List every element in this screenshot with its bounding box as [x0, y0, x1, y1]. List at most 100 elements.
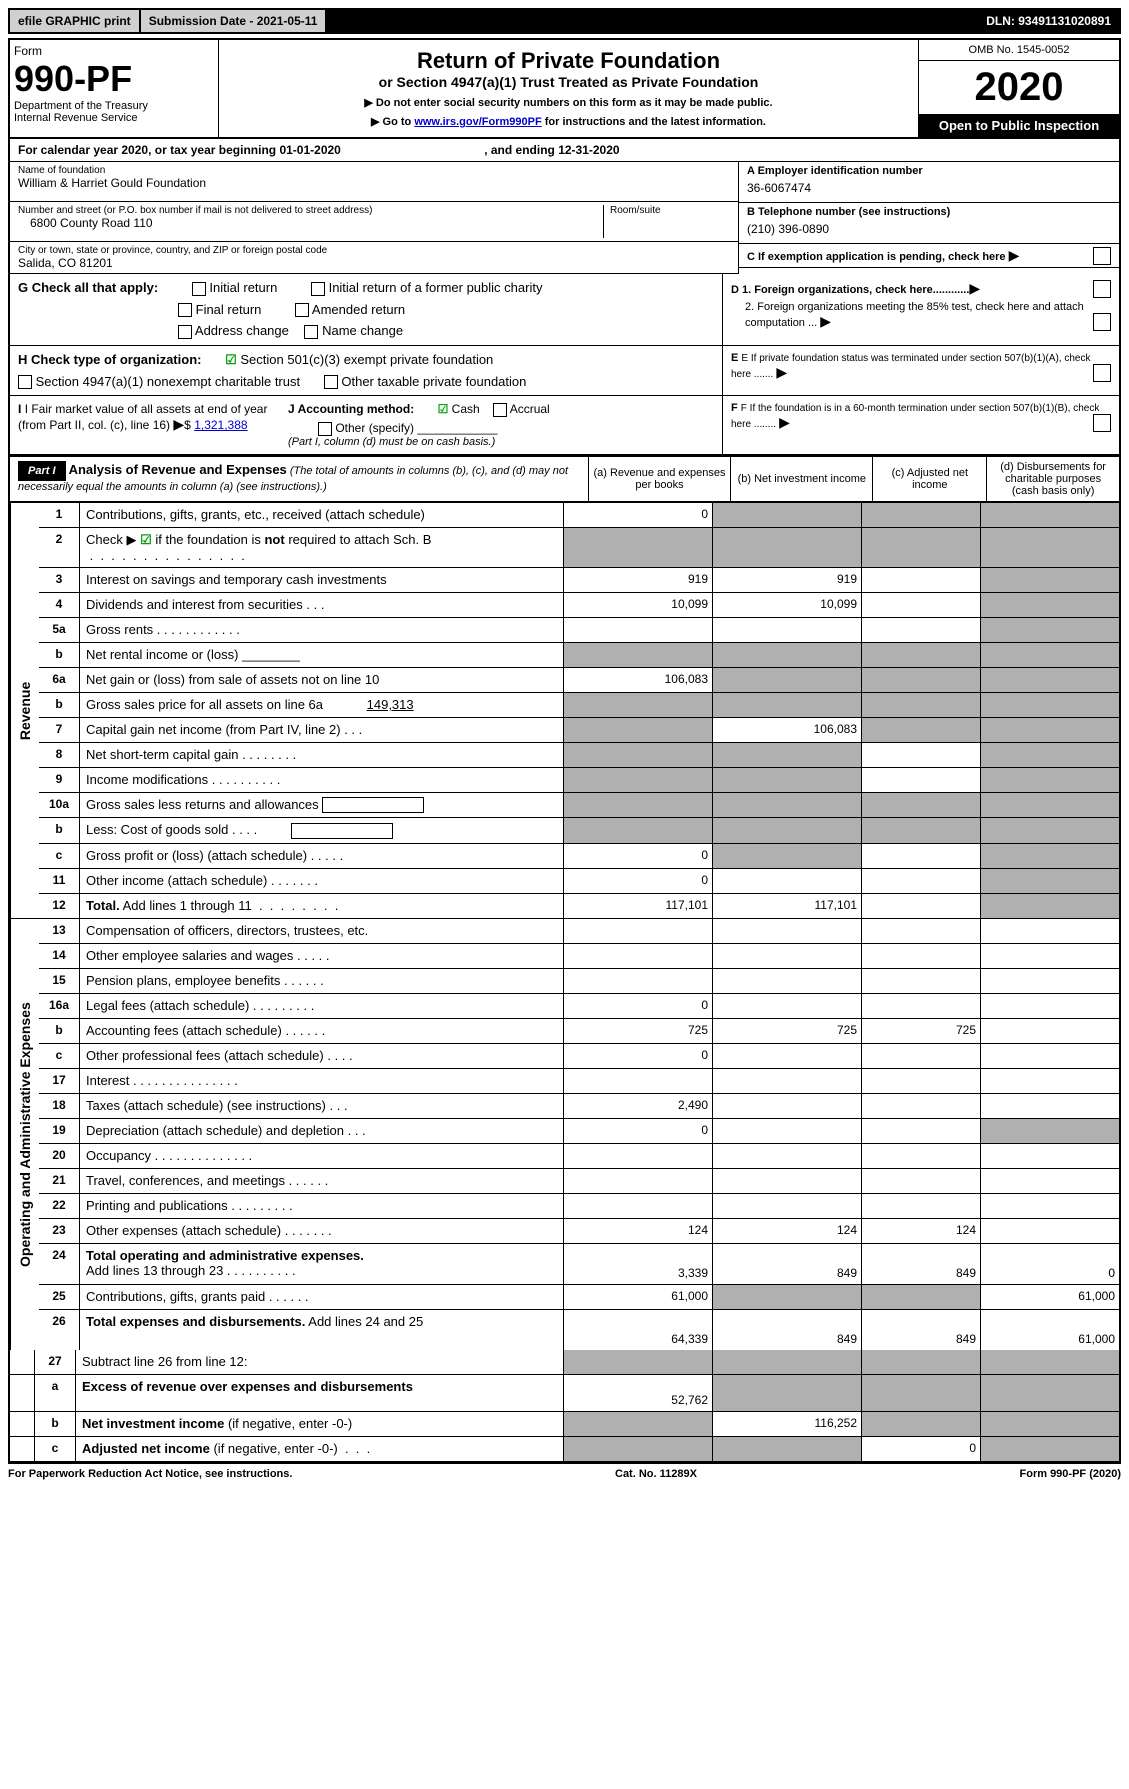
- row-27: 27Subtract line 26 from line 12:: [10, 1350, 1119, 1375]
- row-27b: bNet investment income (if negative, ent…: [10, 1412, 1119, 1437]
- row-21: 21Travel, conferences, and meetings . . …: [39, 1169, 1119, 1194]
- initial-former-checkbox[interactable]: [311, 282, 325, 296]
- header-left: Form 990-PF Department of the Treasury I…: [10, 40, 219, 137]
- line-27-section: 27Subtract line 26 from line 12: aExcess…: [8, 1350, 1121, 1463]
- form-number: 990-PF: [14, 58, 214, 100]
- info-left: Name of foundation William & Harriet Gou…: [10, 162, 739, 274]
- row-6a: 6aNet gain or (loss) from sale of assets…: [39, 668, 1119, 693]
- row-24: 24Total operating and administrative exp…: [39, 1244, 1119, 1285]
- instr-1: ▶ Do not enter social security numbers o…: [227, 96, 910, 109]
- footer-center: Cat. No. 11289X: [615, 1468, 697, 1480]
- info-right: A Employer identification number 36-6067…: [739, 162, 1119, 274]
- row-8: 8Net short-term capital gain . . . . . .…: [39, 743, 1119, 768]
- row-13: 13Compensation of officers, directors, t…: [39, 919, 1119, 944]
- col-a-header: (a) Revenue and expenses per books: [588, 457, 730, 501]
- col-d-header: (d) Disbursements for charitable purpose…: [986, 457, 1119, 501]
- address-cell: Number and street (or P.O. box number if…: [10, 202, 738, 242]
- row-20: 20Occupancy . . . . . . . . . . . . . .: [39, 1144, 1119, 1169]
- row-16c: cOther professional fees (attach schedul…: [39, 1044, 1119, 1069]
- expenses-section: Operating and Administrative Expenses 13…: [8, 918, 1121, 1350]
- form-subtitle: or Section 4947(a)(1) Trust Treated as P…: [227, 74, 910, 90]
- check-e-right: E E If private foundation status was ter…: [723, 346, 1119, 396]
- row-10a: 10aGross sales less returns and allowanc…: [39, 793, 1119, 819]
- row-25: 25Contributions, gifts, grants paid . . …: [39, 1285, 1119, 1310]
- row-19: 19Depreciation (attach schedule) and dep…: [39, 1119, 1119, 1144]
- check-h-left: H Check type of organization: ☑ Section …: [10, 346, 723, 396]
- f-checkbox[interactable]: [1093, 414, 1111, 432]
- top-bar: efile GRAPHIC print Submission Date - 20…: [8, 8, 1121, 34]
- row-16b: bAccounting fees (attach schedule) . . .…: [39, 1019, 1119, 1044]
- row-17: 17Interest . . . . . . . . . . . . . . .: [39, 1069, 1119, 1094]
- row-10c: cGross profit or (loss) (attach schedule…: [39, 844, 1119, 869]
- address-change-checkbox[interactable]: [178, 325, 192, 339]
- row-14: 14Other employee salaries and wages . . …: [39, 944, 1119, 969]
- form-label: Form: [14, 44, 214, 58]
- header-center: Return of Private Foundation or Section …: [219, 40, 918, 137]
- city-cell: City or town, state or province, country…: [10, 242, 738, 274]
- info-section: Name of foundation William & Harriet Gou…: [8, 162, 1121, 274]
- row-2: 2Check ▶ ☑ if the foundation is not requ…: [39, 528, 1119, 568]
- name-change-checkbox[interactable]: [304, 325, 318, 339]
- row-26: 26Total expenses and disbursements. Add …: [39, 1310, 1119, 1350]
- amended-checkbox[interactable]: [295, 303, 309, 317]
- row-6b: bGross sales price for all assets on lin…: [39, 693, 1119, 718]
- check-f-right: F F If the foundation is in a 60-month t…: [723, 396, 1119, 454]
- row-27c: cAdjusted net income (if negative, enter…: [10, 1437, 1119, 1461]
- col-b-header: (b) Net investment income: [730, 457, 872, 501]
- check-g-left: G Check all that apply: Initial return I…: [10, 274, 723, 345]
- submission-date: Submission Date - 2021-05-11: [141, 10, 328, 32]
- e-checkbox[interactable]: [1093, 364, 1111, 382]
- col-c-header: (c) Adjusted net income: [872, 457, 986, 501]
- row-9: 9Income modifications . . . . . . . . . …: [39, 768, 1119, 793]
- irs-label: Internal Revenue Service: [14, 112, 214, 124]
- omb-number: OMB No. 1545-0052: [919, 40, 1119, 61]
- row-10b: bLess: Cost of goods sold . . . .: [39, 818, 1119, 844]
- check-g-section: G Check all that apply: Initial return I…: [8, 274, 1121, 346]
- row-7: 7Capital gain net income (from Part IV, …: [39, 718, 1119, 743]
- row-11: 11Other income (attach schedule) . . . .…: [39, 869, 1119, 894]
- row-16a: 16aLegal fees (attach schedule) . . . . …: [39, 994, 1119, 1019]
- foundation-name-cell: Name of foundation William & Harriet Gou…: [10, 162, 738, 202]
- d1-checkbox[interactable]: [1093, 280, 1111, 298]
- final-checkbox[interactable]: [178, 303, 192, 317]
- row-18: 18Taxes (attach schedule) (see instructi…: [39, 1094, 1119, 1119]
- row-15: 15Pension plans, employee benefits . . .…: [39, 969, 1119, 994]
- c-checkbox[interactable]: [1093, 247, 1111, 265]
- irs-link[interactable]: www.irs.gov/Form990PF: [414, 116, 541, 128]
- check-ij-section: I I Fair market value of all assets at e…: [8, 396, 1121, 455]
- efile-label[interactable]: efile GRAPHIC print: [10, 10, 141, 32]
- accrual-checkbox[interactable]: [493, 403, 507, 417]
- footer: For Paperwork Reduction Act Notice, see …: [8, 1463, 1121, 1484]
- d2-checkbox[interactable]: [1093, 313, 1111, 331]
- cash-checkbox[interactable]: ☑: [438, 402, 449, 416]
- row-27a: aExcess of revenue over expenses and dis…: [10, 1375, 1119, 1412]
- tax-year: 2020: [919, 61, 1119, 114]
- 4947-checkbox[interactable]: [18, 375, 32, 389]
- other-taxable-checkbox[interactable]: [324, 375, 338, 389]
- fmv-link[interactable]: 1,321,388: [194, 418, 247, 432]
- check-d-right: D 1. Foreign organizations, check here..…: [723, 274, 1119, 345]
- row-4: 4Dividends and interest from securities …: [39, 593, 1119, 618]
- footer-right: Form 990-PF (2020): [1020, 1468, 1122, 1480]
- revenue-label: Revenue: [10, 503, 39, 918]
- calendar-year-row: For calendar year 2020, or tax year begi…: [8, 139, 1121, 162]
- header-right: OMB No. 1545-0052 2020 Open to Public In…: [918, 40, 1119, 137]
- expenses-label: Operating and Administrative Expenses: [10, 919, 39, 1350]
- phone-cell: B Telephone number (see instructions) (2…: [739, 203, 1119, 244]
- dln: DLN: 93491131020891: [978, 10, 1119, 32]
- revenue-section: Revenue 1Contributions, gifts, grants, e…: [8, 503, 1121, 918]
- c-exemption-cell: C If exemption application is pending, c…: [739, 244, 1119, 268]
- row-1: 1Contributions, gifts, grants, etc., rec…: [39, 503, 1119, 528]
- initial-checkbox[interactable]: [192, 282, 206, 296]
- instr-2: ▶ Go to www.irs.gov/Form990PF for instru…: [227, 115, 910, 128]
- row-12: 12Total. Add lines 1 through 11 . . . . …: [39, 894, 1119, 918]
- part1-label: Part I: [18, 461, 66, 481]
- open-inspection: Open to Public Inspection: [919, 114, 1119, 137]
- row-3: 3Interest on savings and temporary cash …: [39, 568, 1119, 593]
- other-method-checkbox[interactable]: [318, 422, 332, 436]
- row-23: 23Other expenses (attach schedule) . . .…: [39, 1219, 1119, 1244]
- 501c3-checkbox[interactable]: ☑: [225, 352, 237, 367]
- form-title: Return of Private Foundation: [227, 48, 910, 74]
- part1-title-cell: Part I Analysis of Revenue and Expenses …: [10, 457, 588, 501]
- dept-label: Department of the Treasury: [14, 100, 214, 112]
